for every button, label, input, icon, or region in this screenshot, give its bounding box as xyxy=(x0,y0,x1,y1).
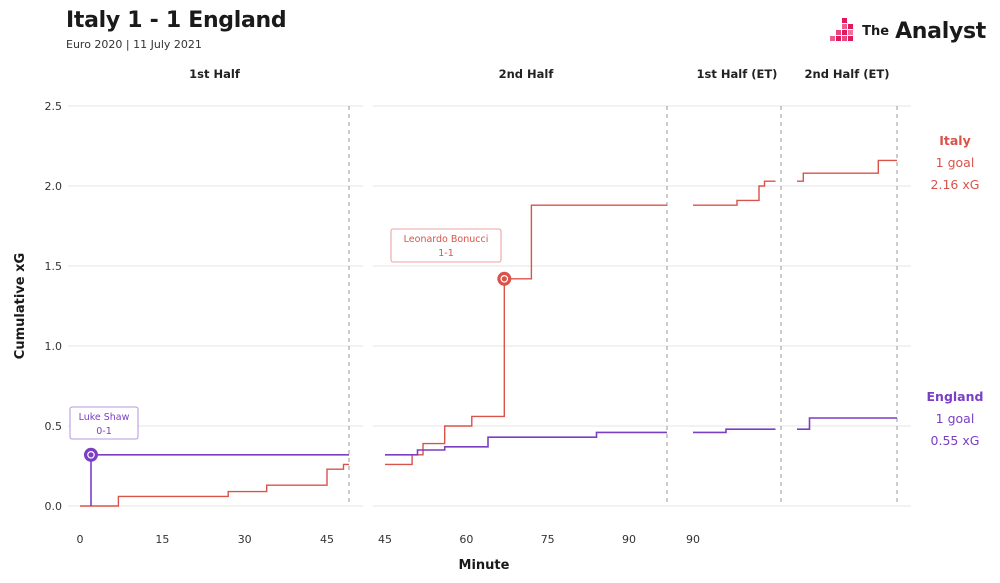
page-title: Italy 1 - 1 England xyxy=(66,8,287,33)
page-subtitle: Euro 2020 | 11 July 2021 xyxy=(66,38,202,51)
x-tick-label: 90 xyxy=(686,533,700,546)
ball-icon xyxy=(87,450,95,459)
series-label-italy: 2.16 xG xyxy=(931,177,980,192)
panel-header: 1st Half (ET) xyxy=(697,67,778,81)
x-tick-label: 0 xyxy=(77,533,84,546)
series-line-italy xyxy=(797,159,897,182)
goal-callout-score: 1-1 xyxy=(438,248,454,259)
goal-callout-score: 0-1 xyxy=(96,426,112,437)
goal-marker xyxy=(497,271,512,286)
goal-callout-player: Leonardo Bonucci xyxy=(404,234,489,245)
x-tick-label: 45 xyxy=(320,533,334,546)
y-tick-label: 2.5 xyxy=(45,100,63,113)
series-line-england xyxy=(797,417,897,430)
series-line-italy xyxy=(80,463,349,507)
x-tick-label: 90 xyxy=(622,533,636,546)
x-tick-label: 45 xyxy=(378,533,392,546)
y-tick-label: 2.0 xyxy=(45,180,63,193)
series-label-england: 0.55 xG xyxy=(931,433,980,448)
x-axis-label: Minute xyxy=(459,558,510,573)
x-tick-label: 60 xyxy=(459,533,473,546)
x-tick-label: 75 xyxy=(541,533,555,546)
analyst-logo-icon xyxy=(830,18,854,41)
y-tick-label: 0.5 xyxy=(45,420,63,433)
ball-icon xyxy=(500,274,509,283)
y-tick-label: 0.0 xyxy=(45,500,63,513)
goal-callout-box xyxy=(69,406,139,440)
series-label-england: England xyxy=(927,389,984,404)
series-line-italy xyxy=(693,180,776,206)
x-tick-label: 15 xyxy=(155,533,169,546)
brand-the: The xyxy=(862,23,890,39)
panel-header: 2nd Half xyxy=(499,67,555,81)
y-tick-label: 1.5 xyxy=(45,260,63,273)
series-label-italy: Italy xyxy=(939,133,971,148)
panel-header: 1st Half xyxy=(189,67,241,81)
brand-name: Analyst xyxy=(895,18,986,44)
y-axis-label: Cumulative xG xyxy=(13,253,28,359)
goal-callout-box xyxy=(390,228,502,263)
panel-header: 2nd Half (ET) xyxy=(805,67,890,81)
series-line-england xyxy=(90,454,349,506)
series-line-england xyxy=(693,428,776,434)
goal-callout-player: Luke Shaw xyxy=(79,412,130,423)
x-tick-label: 30 xyxy=(238,533,252,546)
series-label-italy: 1 goal xyxy=(936,155,975,170)
goal-marker xyxy=(83,447,98,462)
brand-logo: The Analyst xyxy=(826,18,986,44)
series-label-england: 1 goal xyxy=(936,411,975,426)
series-line-england xyxy=(385,431,667,456)
y-tick-label: 1.0 xyxy=(45,340,63,353)
